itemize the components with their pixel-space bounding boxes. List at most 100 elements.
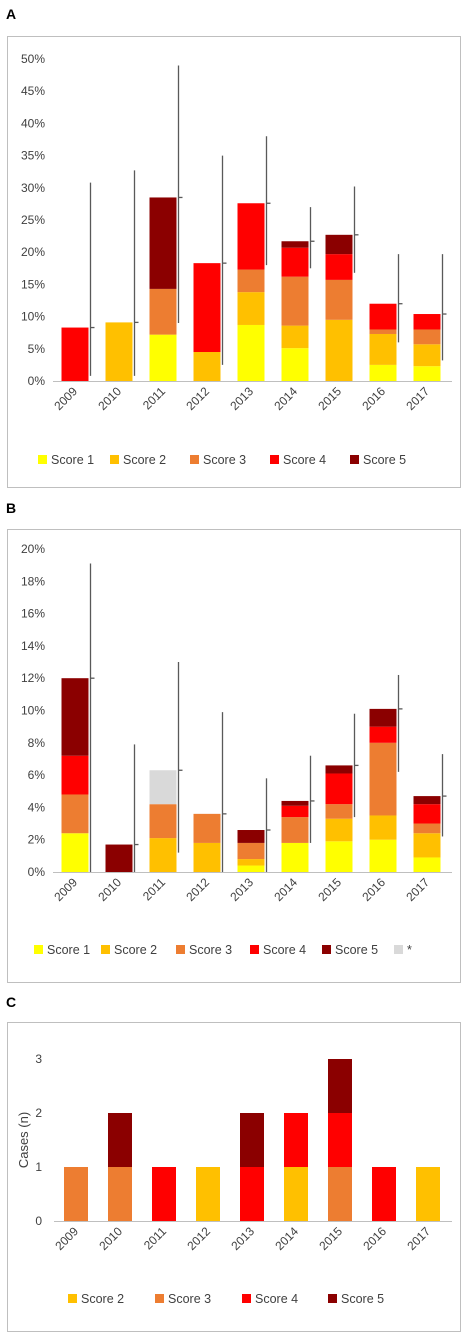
panel-a-bar-2017-score3	[413, 329, 441, 345]
panel-a-legend-label-score4: Score 4	[283, 453, 326, 467]
panel-b-xtick-label: 2013	[227, 875, 256, 904]
panel-b-bar-2009-score5	[61, 678, 89, 756]
panel-c-y-axis-label: Cases (n)	[16, 1112, 31, 1168]
panel-b-legend-label-score3: Score 3	[189, 943, 232, 957]
panel-b-bar-2017-score3	[413, 823, 441, 834]
panel-b-ytick-label: 14%	[21, 639, 45, 653]
panel-c-ytick-label: 1	[35, 1160, 42, 1174]
panel-c-ytick-label: 0	[35, 1214, 42, 1228]
panel-a-ytick-label: 5%	[28, 342, 46, 356]
panel-b-bar-2014-score5	[281, 800, 309, 806]
panel-a-legend-swatch-score3	[190, 455, 199, 464]
panel-a-ytick-label: 30%	[21, 181, 45, 195]
panel-b-xtick-label: 2009	[51, 875, 80, 904]
panel-a-legend-swatch-score2	[110, 455, 119, 464]
panel-b-bar-2011-score3	[149, 804, 177, 839]
panel-c-xtick-label: 2015	[316, 1224, 345, 1253]
panel-a-bar-2012-score2	[193, 352, 221, 381]
panel-b-ytick-label: 18%	[21, 574, 45, 588]
panel-b-legend-swatch-score5	[322, 945, 331, 954]
panel-a-ytick-label: 0%	[28, 374, 46, 388]
panel-a-bar-2016-score4	[369, 303, 397, 330]
panel-b-bar-2009-score1	[61, 833, 89, 872]
panel-b-bar-2014-score1	[281, 842, 309, 872]
panel-a-frame	[7, 36, 461, 488]
panel-b-legend-swatch-score2	[101, 945, 110, 954]
panel-b-bar-2016-score3	[369, 742, 397, 816]
panel-a-xtick-label: 2015	[315, 384, 344, 413]
panel-c-bar-2009-score3	[64, 1167, 88, 1221]
panel-c-legend-label-score5: Score 5	[341, 1292, 384, 1306]
panel-b-ytick-label: 0%	[28, 865, 46, 879]
panel-c-bar-2013-score4	[240, 1167, 264, 1221]
panel-a-ytick-label: 50%	[21, 52, 45, 66]
panel-a-bar-2015-score3	[325, 279, 353, 320]
panel-c-xtick-label: 2016	[360, 1224, 389, 1253]
panel-b-bar-2010-score5	[105, 844, 133, 872]
panel-b-xtick-label: 2016	[359, 875, 388, 904]
panel-a-legend-label-score5: Score 5	[363, 453, 406, 467]
panel-a-bar-2016-score3	[369, 329, 397, 334]
panel-c-legend-label-score3: Score 3	[168, 1292, 211, 1306]
panel-a-legend-label-score2: Score 2	[123, 453, 166, 467]
panel-a-bar-2011-score3	[149, 288, 177, 335]
panel-c-legend-swatch-score2	[68, 1294, 77, 1303]
panel-b-bar-2016-score4	[369, 726, 397, 743]
panel-b-xtick-label: 2015	[315, 875, 344, 904]
panel-c-legend-label-score4: Score 4	[255, 1292, 298, 1306]
panel-c-legend-swatch-score3	[155, 1294, 164, 1303]
panel-b-bar-2013-score1	[237, 865, 265, 872]
panel-a-bar-2017-score4	[413, 314, 441, 330]
panel-c-bar-2014-score2	[284, 1167, 308, 1221]
panel-a-legend-label-score3: Score 3	[203, 453, 246, 467]
panel-b-legend-label-score5: Score 5	[335, 943, 378, 957]
panel-c-legend-swatch-score5	[328, 1294, 337, 1303]
panel-c-bar-2015-score3	[328, 1167, 352, 1221]
panel-b-xtick-label: 2017	[403, 875, 432, 904]
panel-c-legend-label-score2: Score 2	[81, 1292, 124, 1306]
panel-c-bar-2011-score4	[152, 1167, 176, 1221]
panel-a-bar-2016-score1	[369, 364, 397, 381]
panel-b-bar-2017-score4	[413, 804, 441, 824]
panel-b-bar-2016-score1	[369, 839, 397, 872]
panel-b-legend-swatch-other	[394, 945, 403, 954]
panel-b-ytick-label: 20%	[21, 542, 45, 556]
panel-c-xtick-label: 2011	[141, 1224, 169, 1252]
panel-c-bar-2015-score5	[328, 1059, 352, 1113]
panel-c-xtick-label: 2010	[96, 1224, 125, 1253]
panel-a-bar-2013-score1	[237, 324, 265, 381]
panel-a-bar-2015-score2	[325, 319, 353, 381]
panel-c-xtick-label: 2014	[272, 1224, 301, 1253]
panel-b-legend-swatch-score3	[176, 945, 185, 954]
panel-a-bar-2014-score3	[281, 276, 309, 326]
panel-b-bar-2015-score4	[325, 773, 353, 805]
panel-b-bar-2011-	[149, 770, 177, 805]
panel-a-ytick-label: 15%	[21, 277, 45, 291]
panel-a-bar-2016-score2	[369, 333, 397, 365]
panel-a-bar-2014-score5	[281, 241, 309, 248]
panel-b-xtick-label: 2010	[95, 875, 124, 904]
panel-a-ytick-label: 40%	[21, 116, 45, 130]
panel-a-bar-2015-score5	[325, 234, 353, 255]
panel-letter-c: C	[6, 994, 17, 1010]
panel-b-bar-2017-score2	[413, 833, 441, 858]
panel-b-xtick-label: 2011	[140, 875, 168, 903]
panel-a-xtick-label: 2014	[271, 384, 300, 413]
panel-a-xtick-label: 2013	[227, 384, 256, 413]
panel-b-legend-swatch-score4	[250, 945, 259, 954]
panel-a-ytick-label: 35%	[21, 149, 45, 163]
panel-letter-b: B	[6, 500, 17, 516]
panel-b-bar-2014-score3	[281, 817, 309, 843]
panel-a-bar-2013-score4	[237, 203, 265, 270]
panel-c-bar-2016-score4	[372, 1167, 396, 1221]
panel-b-ytick-label: 4%	[28, 800, 46, 814]
panel-b-bar-2015-score2	[325, 818, 353, 842]
panel-a-bar-2012-score4	[193, 263, 221, 353]
panel-b-bar-2013-score2	[237, 859, 265, 866]
panel-a-bar-2017-score2	[413, 344, 441, 367]
panel-a-legend-swatch-score4	[270, 455, 279, 464]
panel-c-bar-2017-score2	[416, 1167, 440, 1221]
panel-a-legend-swatch-score5	[350, 455, 359, 464]
panel-b-ytick-label: 8%	[28, 736, 46, 750]
panel-a-ytick-label: 10%	[21, 310, 45, 324]
